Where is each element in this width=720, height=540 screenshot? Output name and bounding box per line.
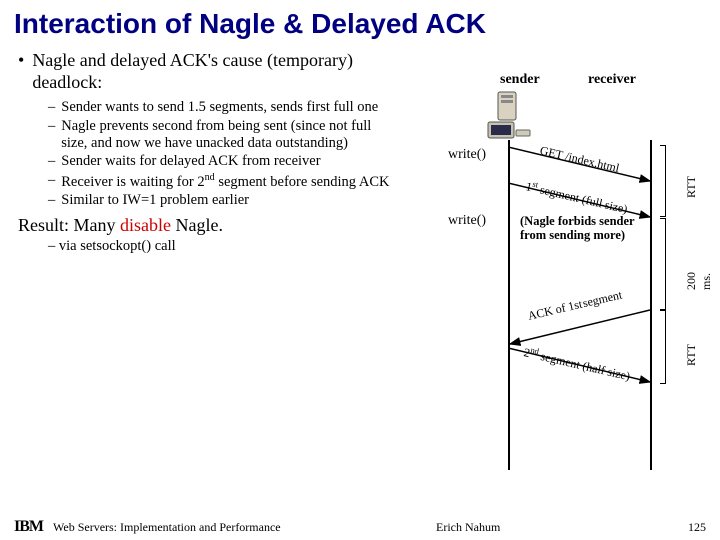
write-label-1: write() bbox=[448, 147, 486, 163]
result-line: Result: Many disable Nagle. bbox=[18, 215, 396, 236]
result-disable: disable bbox=[120, 215, 171, 235]
msg-seg1: 1st segment (full size) bbox=[524, 178, 629, 217]
diagram: sender receiver GET /index.html 1s bbox=[400, 50, 720, 480]
result-pre: Result: Many bbox=[18, 215, 120, 235]
sub-result: – via setsockopt() call bbox=[18, 238, 396, 255]
bullet-dot: • bbox=[18, 50, 24, 93]
rtt-label-1: RTT bbox=[684, 176, 699, 198]
main-bullet: • Nagle and delayed ACK's cause (tempora… bbox=[18, 50, 396, 93]
sub-text: Similar to IW=1 problem earlier bbox=[61, 192, 249, 209]
sub-text: Nagle prevents second from being sent (s… bbox=[61, 118, 396, 151]
footer-right: 125 bbox=[656, 520, 706, 535]
footer-left: Web Servers: Implementation and Performa… bbox=[53, 520, 436, 535]
sender-timeline bbox=[508, 140, 510, 470]
msg-seg2: 2nd segment (half size) bbox=[522, 344, 631, 384]
rtt-label-2: RTT bbox=[684, 344, 699, 366]
result-post: Nagle. bbox=[171, 215, 223, 235]
receiver-label: receiver bbox=[588, 72, 636, 88]
sub-item: –Nagle prevents second from being sent (… bbox=[48, 118, 396, 151]
sub-item: –Sender waits for delayed ACK from recei… bbox=[48, 153, 396, 170]
delay-label: 200 ms. bbox=[684, 254, 714, 290]
sub-text: Receiver is waiting for 2nd segment befo… bbox=[61, 172, 389, 191]
sub-text: Sender waits for delayed ACK from receiv… bbox=[61, 153, 320, 170]
sub-text: Sender wants to send 1.5 segments, sends… bbox=[61, 99, 378, 116]
slide-title: Interaction of Nagle & Delayed ACK bbox=[0, 0, 720, 50]
receiver-timeline bbox=[650, 140, 652, 470]
rtt-bracket-1 bbox=[656, 145, 666, 217]
computer-icon bbox=[482, 90, 532, 140]
footer-mid: Erich Nahum bbox=[436, 520, 656, 535]
content: • Nagle and delayed ACK's cause (tempora… bbox=[0, 50, 720, 480]
rtt-bracket-2 bbox=[656, 310, 666, 384]
nagle-note: (Nagle forbids sender from sending more) bbox=[520, 215, 650, 243]
left-column: • Nagle and delayed ACK's cause (tempora… bbox=[0, 50, 400, 480]
main-bullet-text: Nagle and delayed ACK's cause (temporary… bbox=[32, 50, 396, 93]
sender-label: sender bbox=[500, 72, 540, 88]
sub-result-text: via setsockopt() call bbox=[59, 238, 176, 254]
sub-item: –Sender wants to send 1.5 segments, send… bbox=[48, 99, 396, 116]
sub-item: –Receiver is waiting for 2nd segment bef… bbox=[48, 172, 396, 191]
ibm-logo: IBM bbox=[14, 518, 43, 536]
delay-bracket bbox=[656, 218, 666, 310]
msg-ack: ACK of 1st segment bbox=[526, 287, 623, 324]
write-label-2: write() bbox=[448, 213, 486, 229]
sub-item: –Similar to IW=1 problem earlier bbox=[48, 192, 396, 209]
sub-bullets: –Sender wants to send 1.5 segments, send… bbox=[18, 99, 396, 209]
msg-get: GET /index.html bbox=[538, 143, 620, 176]
footer: IBM Web Servers: Implementation and Perf… bbox=[0, 518, 720, 536]
